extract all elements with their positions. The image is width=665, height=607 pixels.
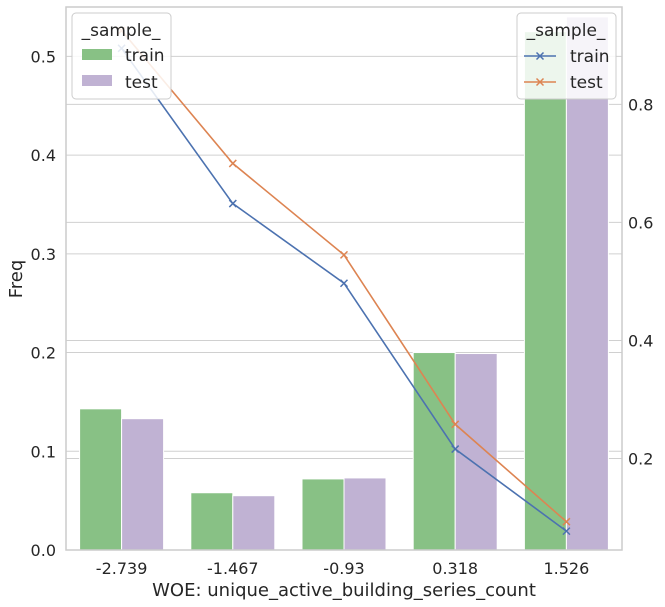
line-legend-title: _sample_ — [526, 21, 606, 41]
bar-train-1 — [190, 492, 234, 551]
point-test-3 — [451, 420, 460, 429]
y-tick-right-0.4: 0.4 — [628, 331, 653, 350]
y-axis-label: Freq — [6, 260, 27, 299]
y-tick-right-0.8: 0.8 — [628, 95, 653, 114]
line-legend-marker-test — [524, 77, 556, 87]
point-test-2 — [339, 250, 349, 259]
bar-test-2 — [343, 477, 387, 551]
point-train-1 — [228, 199, 237, 208]
y-tick-right-0.6: 0.6 — [628, 213, 653, 232]
y-tick-left-0.3: 0.3 — [31, 245, 56, 264]
bar-test-0 — [121, 418, 165, 551]
bar-train-3 — [412, 352, 456, 551]
line-legend-label-train: train — [570, 47, 610, 67]
bar-train-0 — [79, 408, 123, 551]
bar-legend: _sample_ train test — [71, 12, 172, 100]
bar-test-4 — [565, 16, 609, 551]
bar-test-1 — [232, 495, 276, 551]
y-tick-right-0.2: 0.2 — [628, 450, 653, 469]
bar-train-2 — [301, 478, 345, 551]
y-tick-left-0.4: 0.4 — [31, 146, 56, 165]
y-axis-left: 0.0 0.1 0.2 0.3 0.4 0.5 — [31, 47, 56, 560]
point-train-4 — [562, 527, 571, 536]
y-tick-left-0.1: 0.1 — [31, 442, 56, 461]
x-tick-1: -1.467 — [207, 559, 259, 578]
x-axis-label: WOE: unique_active_building_series_count — [152, 580, 536, 601]
bar-test-3 — [454, 353, 498, 551]
x-tick-2: -0.93 — [323, 559, 364, 578]
point-test-4 — [562, 517, 571, 526]
bars — [79, 16, 609, 551]
x-tick-4: 1.526 — [543, 559, 589, 578]
y-tick-left-0.0: 0.0 — [31, 541, 56, 560]
point-train-3 — [451, 445, 460, 454]
legend-marker-train — [535, 51, 545, 61]
y-tick-left-0.5: 0.5 — [31, 47, 56, 66]
line-legend-marker-train — [524, 51, 556, 61]
point-test-1 — [228, 159, 237, 168]
x-axis: -2.739 -1.467 -0.93 0.318 1.526 — [96, 559, 589, 578]
plot-frame — [65, 6, 623, 551]
x-tick-0: -2.739 — [96, 559, 148, 578]
y-axis-right: 0.2 0.4 0.6 0.8 — [628, 95, 653, 468]
line-legend-label-test: test — [570, 73, 603, 93]
bar-legend-label-train: train — [125, 46, 165, 66]
bar-legend-swatch-test — [82, 75, 112, 86]
x-tick-3: 0.318 — [432, 559, 478, 578]
legend-marker-test — [535, 77, 545, 87]
bar-train-4 — [523, 31, 567, 551]
bar-legend-title: _sample_ — [81, 21, 161, 41]
line-legend: _sample_ train test — [516, 12, 617, 100]
bar-legend-swatch-train — [82, 49, 112, 60]
point-train-2 — [339, 279, 349, 288]
line-legend-box — [516, 12, 617, 100]
line-series — [117, 26, 571, 536]
y-tick-left-0.2: 0.2 — [31, 344, 56, 363]
bar-legend-label-test: test — [125, 73, 158, 93]
